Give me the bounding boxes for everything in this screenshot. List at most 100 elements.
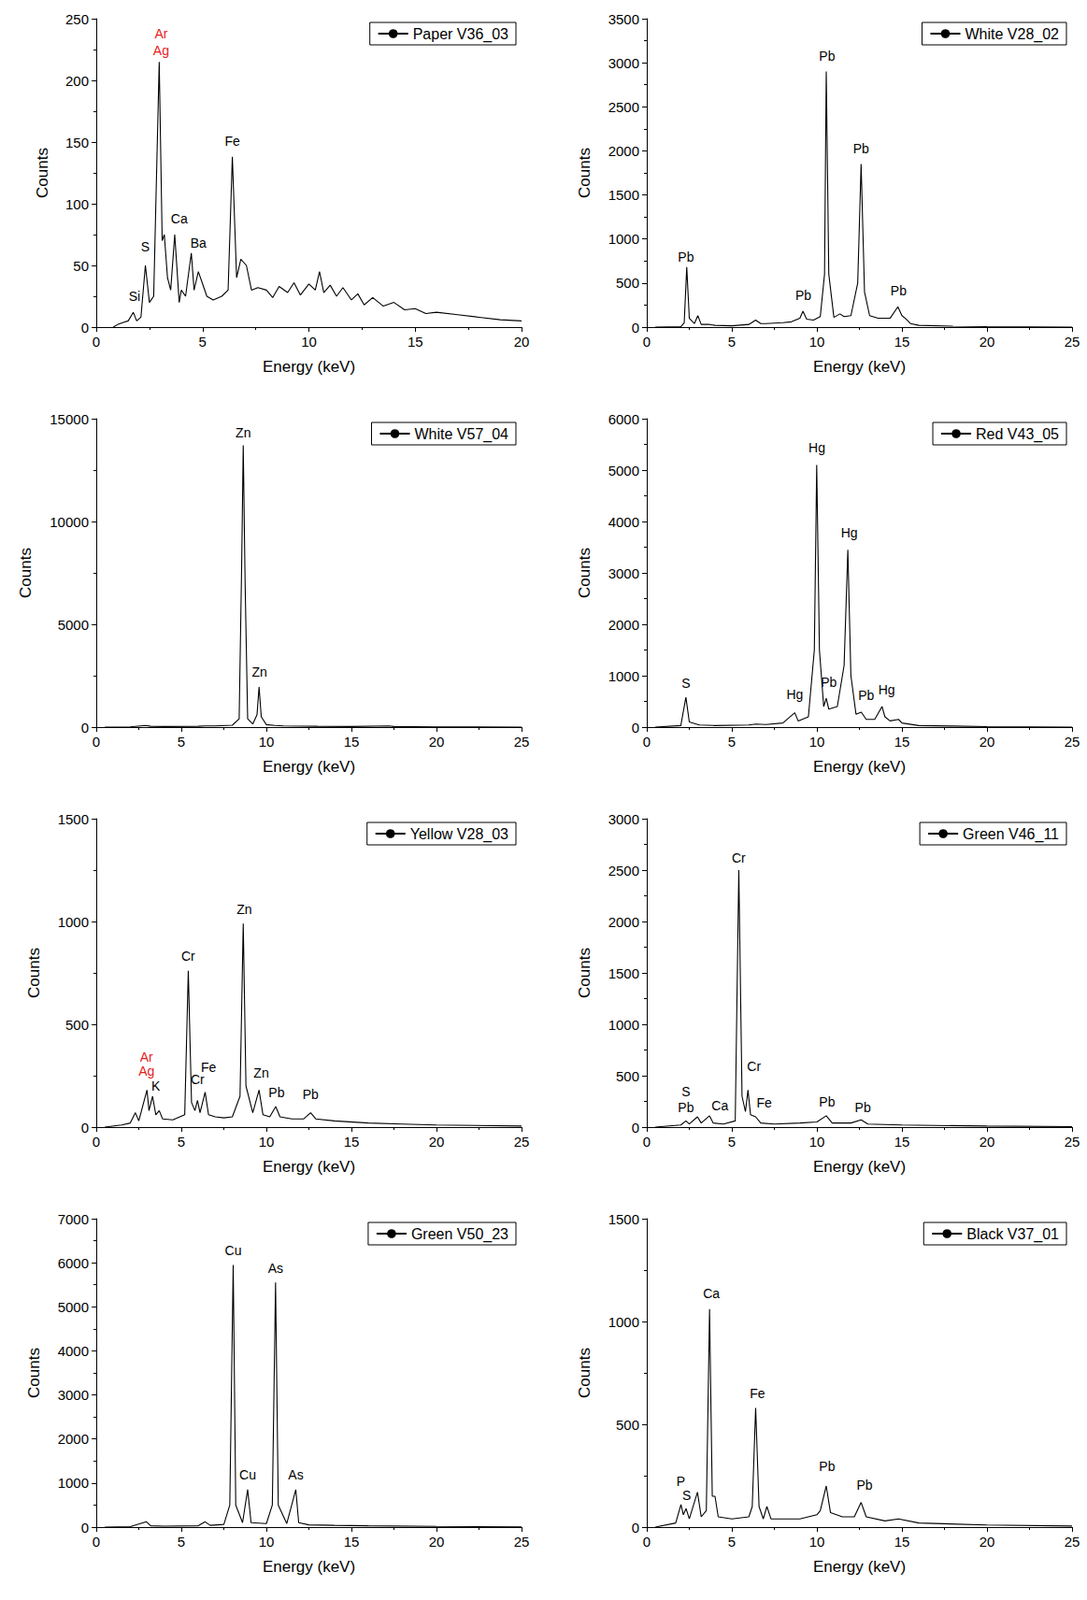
svg-text:Pb: Pb bbox=[820, 674, 837, 690]
svg-text:15: 15 bbox=[343, 733, 360, 750]
svg-text:Ag: Ag bbox=[138, 1063, 155, 1079]
svg-text:5000: 5000 bbox=[57, 1299, 89, 1316]
svg-text:0: 0 bbox=[92, 1133, 101, 1150]
svg-text:4000: 4000 bbox=[57, 1343, 89, 1359]
svg-text:3000: 3000 bbox=[57, 1387, 89, 1403]
svg-text:50: 50 bbox=[72, 257, 89, 274]
svg-text:Hg: Hg bbox=[878, 682, 896, 698]
svg-text:Energy (keV): Energy (keV) bbox=[813, 1158, 906, 1176]
svg-text:Zn: Zn bbox=[235, 425, 251, 441]
svg-text:10: 10 bbox=[809, 733, 826, 750]
svg-text:3500: 3500 bbox=[608, 11, 640, 28]
svg-text:500: 500 bbox=[615, 1416, 640, 1433]
svg-text:2500: 2500 bbox=[608, 99, 640, 115]
svg-text:Energy (keV): Energy (keV) bbox=[262, 1158, 356, 1176]
svg-text:P: P bbox=[676, 1473, 686, 1489]
svg-text:15: 15 bbox=[894, 1133, 911, 1150]
svg-text:Cu: Cu bbox=[225, 1243, 243, 1259]
svg-text:Fe: Fe bbox=[749, 1386, 766, 1402]
svg-text:0: 0 bbox=[81, 719, 89, 736]
svg-text:1500: 1500 bbox=[608, 186, 640, 203]
svg-text:25: 25 bbox=[514, 733, 530, 750]
svg-text:Energy (keV): Energy (keV) bbox=[262, 1558, 356, 1576]
svg-text:Counts: Counts bbox=[25, 1347, 43, 1399]
svg-text:1000: 1000 bbox=[57, 914, 89, 930]
svg-text:200: 200 bbox=[65, 72, 89, 89]
svg-text:Pb: Pb bbox=[818, 1094, 835, 1110]
svg-text:1000: 1000 bbox=[57, 1474, 89, 1491]
svg-text:Ca: Ca bbox=[711, 1098, 729, 1114]
svg-text:10: 10 bbox=[809, 333, 826, 350]
svg-text:25: 25 bbox=[1064, 733, 1081, 750]
svg-text:1500: 1500 bbox=[57, 811, 89, 828]
svg-text:Counts: Counts bbox=[575, 547, 594, 599]
svg-text:0: 0 bbox=[643, 1533, 651, 1550]
svg-text:10000: 10000 bbox=[49, 514, 89, 530]
svg-text:0: 0 bbox=[643, 733, 651, 750]
svg-text:Black V37_01: Black V37_01 bbox=[966, 1226, 1059, 1244]
svg-text:Energy (keV): Energy (keV) bbox=[262, 758, 356, 776]
svg-text:Counts: Counts bbox=[575, 147, 594, 199]
svg-text:500: 500 bbox=[615, 274, 640, 291]
svg-text:Counts: Counts bbox=[33, 147, 52, 199]
svg-text:3000: 3000 bbox=[608, 565, 640, 582]
svg-text:6000: 6000 bbox=[57, 1255, 89, 1272]
svg-text:20: 20 bbox=[429, 733, 445, 750]
svg-text:Ag: Ag bbox=[153, 42, 170, 58]
svg-text:White V28_02: White V28_02 bbox=[964, 26, 1059, 43]
svg-text:1500: 1500 bbox=[608, 1211, 640, 1228]
svg-text:2000: 2000 bbox=[608, 914, 640, 930]
svg-text:0: 0 bbox=[92, 333, 101, 350]
svg-text:25: 25 bbox=[1064, 1533, 1081, 1550]
svg-text:Pb: Pb bbox=[795, 287, 812, 303]
svg-text:0: 0 bbox=[631, 1119, 640, 1136]
svg-text:6000: 6000 bbox=[608, 411, 640, 428]
svg-text:500: 500 bbox=[65, 1016, 89, 1033]
svg-text:3000: 3000 bbox=[608, 55, 640, 72]
svg-text:500: 500 bbox=[615, 1068, 640, 1085]
svg-text:5: 5 bbox=[177, 1533, 186, 1550]
svg-text:S: S bbox=[681, 1084, 690, 1100]
svg-text:S: S bbox=[681, 675, 690, 691]
svg-text:7000: 7000 bbox=[57, 1211, 89, 1228]
svg-text:150: 150 bbox=[65, 134, 89, 151]
svg-text:1000: 1000 bbox=[608, 230, 640, 247]
svg-text:10: 10 bbox=[258, 1533, 275, 1550]
svg-text:Counts: Counts bbox=[25, 947, 43, 999]
svg-text:Fe: Fe bbox=[200, 1059, 217, 1075]
svg-text:5: 5 bbox=[177, 733, 186, 750]
svg-text:0: 0 bbox=[643, 333, 651, 350]
svg-text:5: 5 bbox=[728, 1133, 736, 1150]
svg-text:Pb: Pb bbox=[856, 1477, 873, 1493]
svg-text:1000: 1000 bbox=[608, 1016, 640, 1033]
svg-text:20: 20 bbox=[979, 1133, 996, 1150]
svg-text:5: 5 bbox=[728, 733, 736, 750]
svg-text:10: 10 bbox=[258, 1133, 275, 1150]
svg-text:20: 20 bbox=[514, 333, 530, 350]
svg-text:25: 25 bbox=[1064, 333, 1081, 350]
svg-text:As: As bbox=[287, 1467, 303, 1483]
svg-text:Pb: Pb bbox=[853, 141, 870, 157]
svg-text:Pb: Pb bbox=[268, 1085, 285, 1101]
svg-text:1000: 1000 bbox=[608, 1314, 640, 1331]
svg-text:10: 10 bbox=[809, 1133, 826, 1150]
svg-text:2000: 2000 bbox=[608, 616, 640, 633]
svg-text:0: 0 bbox=[631, 719, 640, 736]
svg-text:0: 0 bbox=[643, 1133, 651, 1150]
svg-text:Cr: Cr bbox=[731, 850, 746, 866]
svg-text:Hg: Hg bbox=[786, 686, 803, 702]
svg-text:0: 0 bbox=[92, 733, 101, 750]
svg-text:Ba: Ba bbox=[190, 235, 207, 251]
svg-text:Pb: Pb bbox=[818, 48, 835, 64]
svg-text:Counts: Counts bbox=[575, 1347, 594, 1399]
svg-text:25: 25 bbox=[514, 1533, 530, 1550]
svg-text:Energy (keV): Energy (keV) bbox=[262, 357, 356, 376]
svg-text:Pb: Pb bbox=[302, 1087, 319, 1102]
svg-text:Ar: Ar bbox=[154, 26, 168, 42]
svg-text:Red V43_05: Red V43_05 bbox=[975, 426, 1059, 444]
svg-text:10: 10 bbox=[258, 733, 275, 750]
svg-text:0: 0 bbox=[631, 319, 640, 336]
svg-text:K: K bbox=[151, 1078, 161, 1094]
svg-text:2000: 2000 bbox=[57, 1430, 89, 1447]
svg-text:Pb: Pb bbox=[855, 1100, 872, 1116]
